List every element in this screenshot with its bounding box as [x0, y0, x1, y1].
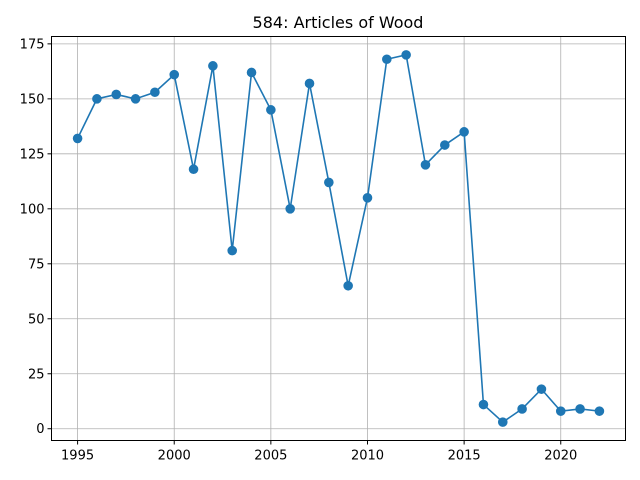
y-tick-label: 175: [20, 37, 45, 52]
data-point-2009: [343, 280, 353, 291]
y-tick-label: 100: [20, 202, 45, 217]
data-point-1996: [92, 94, 102, 104]
data-point-2002: [208, 61, 218, 71]
data-point-2019: [536, 384, 547, 394]
data-point-2013: [420, 160, 431, 170]
y-tick-label: 75: [28, 257, 45, 272]
data-point-2018: [517, 404, 527, 414]
data-point-2008: [324, 177, 334, 188]
x-tick-label: 2005: [254, 449, 287, 464]
x-tick-label: 2015: [448, 449, 481, 464]
data-point-1998: [130, 94, 141, 104]
data-point-2020: [555, 406, 566, 416]
y-tick-label: 125: [20, 147, 45, 162]
data-point-2000: [169, 69, 180, 80]
x-tick-label: 2000: [158, 449, 191, 464]
plot-frame: [51, 36, 626, 441]
chart-title: 584: Articles of Wood: [253, 13, 424, 32]
y-tick-label: 50: [28, 312, 45, 327]
data-point-1997: [111, 89, 122, 100]
x-tick-label: 1995: [61, 449, 94, 464]
data-point-2016: [478, 399, 489, 410]
grid-layer: [51, 36, 626, 441]
data-point-2004: [246, 67, 257, 78]
data-point-2007: [304, 78, 315, 89]
data-point-2006: [285, 204, 295, 214]
data-point-1999: [150, 87, 160, 98]
data-point-2014: [439, 140, 450, 150]
data-point-2011: [382, 54, 392, 65]
data-point-2017: [497, 417, 508, 427]
data-point-2021: [575, 404, 585, 414]
data-point-1995: [72, 133, 83, 144]
y-tick-label: 150: [20, 92, 45, 107]
data-point-2001: [188, 164, 199, 175]
y-tick-label: 25: [28, 367, 45, 382]
series-layer: [72, 50, 605, 427]
x-tick-label: 2020: [544, 449, 577, 464]
x-tick-label: 2010: [351, 449, 384, 464]
series-line: [76, 53, 600, 424]
ticks-layer: 1995 2000 2005 2010 2015 2020 0 25 50 75 100 125 150…: [20, 37, 578, 463]
data-point-2010: [362, 193, 373, 203]
axes-layer: [51, 36, 626, 441]
data-point-2003: [227, 245, 238, 256]
data-point-2012: [401, 50, 411, 60]
y-tick-label: 0: [36, 422, 44, 437]
data-point-2015: [459, 127, 469, 137]
data-point-2022: [594, 406, 605, 416]
data-point-2005: [266, 105, 276, 115]
